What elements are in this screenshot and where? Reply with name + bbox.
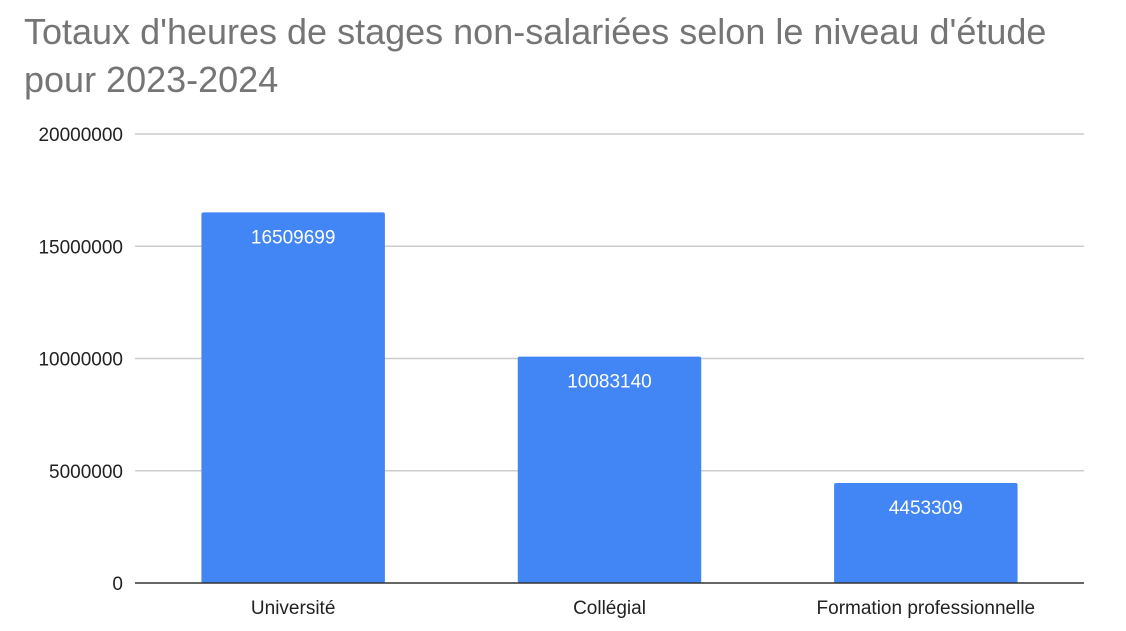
y-axis-tick-labels: 0 5000000 10000000 15000000 20000000 (38, 125, 123, 595)
x-category-label: Collégial (573, 598, 646, 619)
x-category-label: Université (251, 598, 335, 619)
bars: 16509699 10083140 4453309 (201, 212, 1018, 584)
y-tick-label: 10000000 (38, 350, 123, 371)
bar-value-label: 16509699 (251, 227, 336, 248)
bar-value-label: 4453309 (889, 498, 963, 519)
bar-value-label: 10083140 (567, 372, 652, 393)
x-category-label: Formation professionnelle (817, 598, 1036, 619)
chart-title: Totaux d'heures de stages non-salariées … (24, 11, 1047, 100)
bar (834, 483, 1018, 583)
x-axis-category-labels: Université Collégial Formation professionn… (251, 598, 1035, 619)
y-tick-label: 5000000 (49, 462, 123, 483)
y-tick-label: 20000000 (38, 125, 123, 146)
y-tick-label: 0 (112, 574, 123, 595)
y-tick-label: 15000000 (38, 237, 123, 258)
bar (201, 212, 385, 584)
bar (517, 356, 702, 583)
